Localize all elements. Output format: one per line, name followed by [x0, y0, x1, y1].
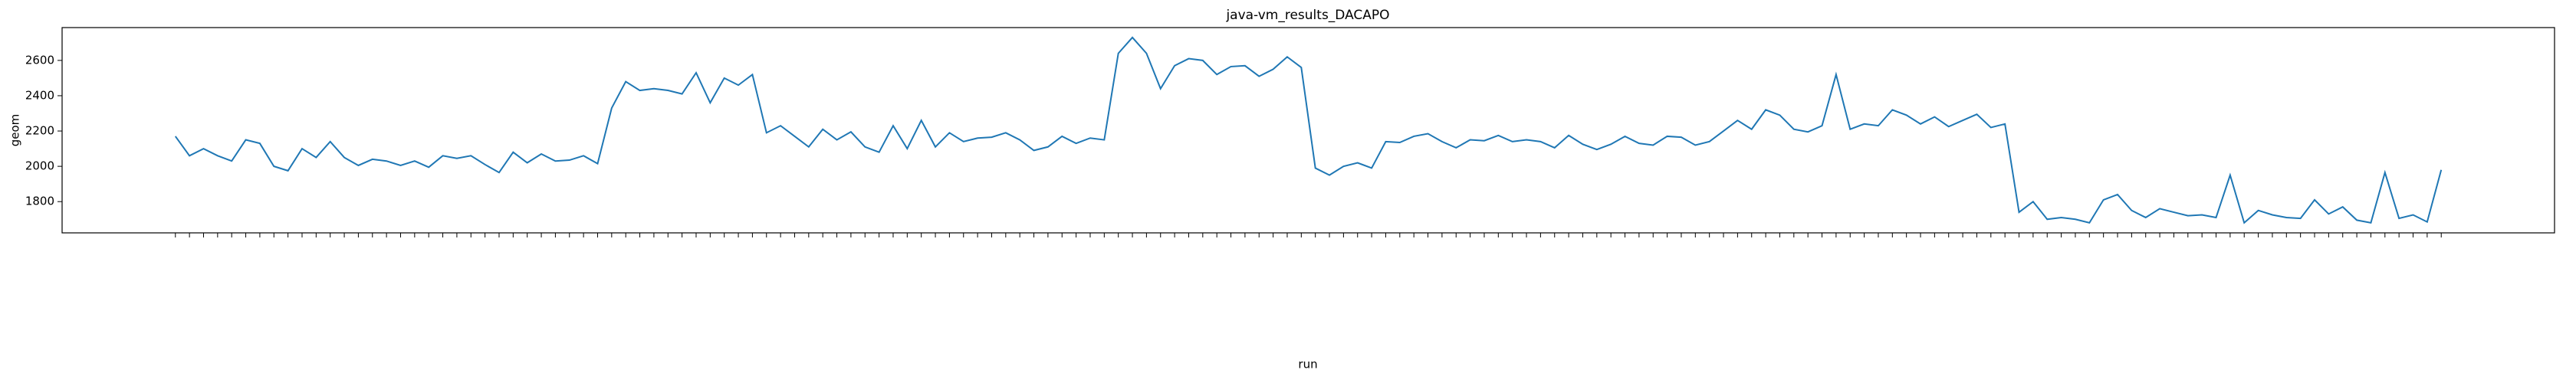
y-tick-label: 2200 — [25, 124, 54, 138]
y-axis-label: geom — [8, 114, 22, 147]
y-tick-label: 2000 — [25, 159, 54, 173]
x-axis-label: run — [1298, 358, 1317, 372]
plot-frame — [61, 27, 2555, 234]
y-tick-label: 2400 — [25, 88, 54, 102]
y-tick-label: 2600 — [25, 53, 54, 67]
line-series — [174, 36, 2443, 224]
y-tick-label: 1800 — [25, 195, 54, 208]
chart-title: java-vm_results_DACAPO — [1225, 8, 1389, 23]
